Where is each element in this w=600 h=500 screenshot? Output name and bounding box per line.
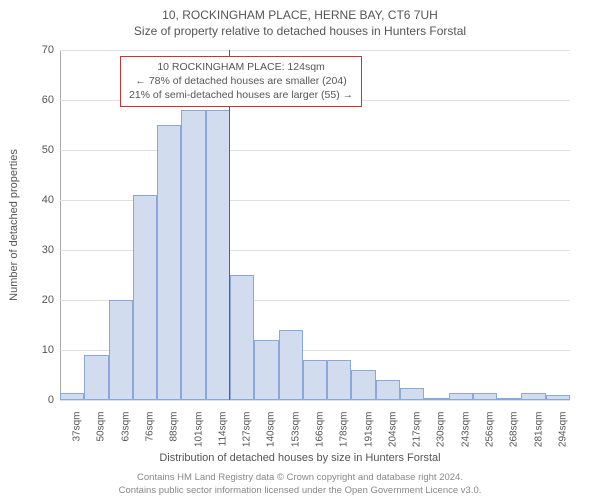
xtick-label: 256sqm [485, 412, 496, 448]
ytick-label: 60 [42, 94, 54, 106]
xtick-label: 140sqm [266, 412, 277, 448]
histogram-bar [109, 300, 133, 400]
histogram-bar [279, 330, 303, 400]
xtick-label: 127sqm [242, 412, 253, 448]
gridline [60, 150, 570, 151]
xtick-label: 178sqm [339, 412, 350, 448]
xtick-label: 76sqm [145, 412, 156, 442]
attribution-line-2: Contains public sector information licen… [0, 485, 600, 497]
histogram-bar [400, 388, 424, 401]
histogram-bar [181, 110, 205, 400]
xtick-label: 243sqm [460, 412, 471, 448]
callout-line-1: 10 ROCKINGHAM PLACE: 124sqm [129, 60, 353, 74]
histogram-bar [60, 393, 84, 401]
ytick-label: 0 [48, 394, 54, 406]
callout-box: 10 ROCKINGHAM PLACE: 124sqm ← 78% of det… [120, 56, 362, 107]
xtick-label: 281sqm [533, 412, 544, 448]
xtick-label: 153sqm [290, 412, 301, 448]
histogram-bar [157, 125, 181, 400]
histogram-bar [133, 195, 157, 400]
histogram-bar [497, 398, 521, 401]
ytick-label: 40 [42, 194, 54, 206]
chart-title-main: 10, ROCKINGHAM PLACE, HERNE BAY, CT6 7UH [0, 0, 600, 22]
histogram-bar [521, 393, 545, 401]
xtick-label: 88sqm [169, 412, 180, 442]
histogram-bar [473, 393, 497, 401]
xtick-label: 50sqm [96, 412, 107, 442]
gridline [60, 400, 570, 401]
xtick-label: 166sqm [315, 412, 326, 448]
xtick-label: 101sqm [193, 412, 204, 448]
xtick-label: 268sqm [509, 412, 520, 448]
histogram-bar [351, 370, 375, 400]
histogram-bar [449, 393, 473, 401]
histogram-bar [546, 395, 570, 400]
plot-area: 10 ROCKINGHAM PLACE: 124sqm ← 78% of det… [60, 50, 570, 400]
histogram-bar [376, 380, 400, 400]
histogram-bar [254, 340, 278, 400]
xtick-label: 191sqm [363, 412, 374, 448]
ytick-label: 70 [42, 44, 54, 56]
gridline [60, 50, 570, 51]
xtick-label: 230sqm [436, 412, 447, 448]
ytick-label: 20 [42, 294, 54, 306]
y-axis-title: Number of detached properties [8, 149, 20, 301]
ytick-label: 10 [42, 344, 54, 356]
histogram-bar [84, 355, 108, 400]
chart-title-sub: Size of property relative to detached ho… [0, 22, 600, 38]
ytick-label: 30 [42, 244, 54, 256]
callout-line-3: 21% of semi-detached houses are larger (… [129, 88, 353, 102]
xtick-label: 37sqm [72, 412, 83, 442]
xtick-label: 204sqm [387, 412, 398, 448]
histogram-bar [424, 398, 448, 401]
xtick-label: 217sqm [412, 412, 423, 448]
histogram-bar [230, 275, 254, 400]
histogram-bar [303, 360, 327, 400]
attribution-line-1: Contains HM Land Registry data © Crown c… [0, 472, 600, 484]
callout-line-2: ← 78% of detached houses are smaller (20… [129, 74, 353, 88]
attribution: Contains HM Land Registry data © Crown c… [0, 472, 600, 497]
xtick-label: 63sqm [120, 412, 131, 442]
chart-container: 10, ROCKINGHAM PLACE, HERNE BAY, CT6 7UH… [0, 0, 600, 500]
histogram-bar [327, 360, 351, 400]
x-axis-title: Distribution of detached houses by size … [0, 452, 600, 464]
y-axis-line [60, 50, 61, 400]
xtick-label: 294sqm [557, 412, 568, 448]
xtick-label: 114sqm [217, 412, 228, 447]
ytick-label: 50 [42, 144, 54, 156]
histogram-bar [206, 110, 230, 400]
